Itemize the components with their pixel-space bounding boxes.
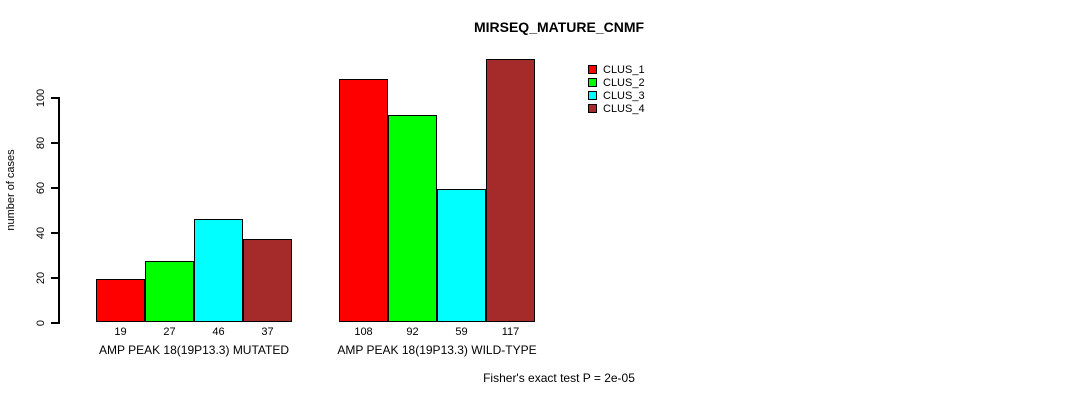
fisher-test-annotation: Fisher's exact test P = 2e-05	[483, 371, 635, 385]
bar-value-label: 108	[354, 326, 373, 338]
y-axis-tick-label: 0	[35, 319, 47, 327]
y-axis-tick	[51, 322, 58, 324]
y-axis-tick-label: 20	[35, 271, 47, 285]
legend-label: CLUS_4	[603, 102, 645, 115]
y-axis-tick	[51, 97, 58, 99]
legend-swatch-clus_2	[588, 78, 597, 87]
y-axis-tick-label: 40	[35, 226, 47, 240]
legend-label: CLUS_2	[603, 76, 645, 89]
bar-clus_4-group2	[486, 58, 535, 322]
legend-row-clus_1: CLUS_1	[588, 63, 645, 76]
legend-label: CLUS_1	[603, 63, 645, 76]
bar-value-label: 27	[163, 326, 176, 338]
chart-title: MIRSEQ_MATURE_CNMF	[473, 19, 645, 35]
legend: CLUS_1 CLUS_2 CLUS_3 CLUS_4	[588, 63, 645, 115]
bar-clus_1-group2	[339, 79, 388, 322]
legend-label: CLUS_3	[603, 89, 645, 102]
bar-value-label: 19	[114, 326, 127, 338]
legend-row-clus_2: CLUS_2	[588, 76, 645, 89]
bar-value-label: 46	[212, 326, 225, 338]
legend-swatch-clus_4	[588, 104, 597, 113]
legend-row-clus_4: CLUS_4	[588, 102, 645, 115]
bar-value-label: 37	[261, 326, 274, 338]
group-label-2: AMP PEAK 18(19P13.3) WILD-TYPE	[337, 343, 537, 357]
y-axis-title: number of cases	[5, 149, 17, 231]
legend-row-clus_3: CLUS_3	[588, 89, 645, 102]
bar-clus_2-group2	[388, 115, 437, 322]
y-axis-tick	[51, 187, 58, 189]
legend-swatch-clus_1	[588, 65, 597, 74]
y-axis-tick-label: 100	[35, 88, 47, 108]
bar-value-label: 117	[501, 326, 520, 338]
bar-clus_2-group1	[145, 261, 194, 322]
bar-value-label: 59	[455, 326, 468, 338]
y-axis-tick-label: 80	[35, 136, 47, 150]
bar-value-label: 92	[406, 326, 419, 338]
y-axis-tick	[51, 232, 58, 234]
group-label-1: AMP PEAK 18(19P13.3) MUTATED	[98, 343, 290, 357]
y-axis-tick	[51, 277, 58, 279]
bar-clus_1-group1	[96, 279, 145, 322]
y-axis-tick	[51, 142, 58, 144]
y-axis-tick-label: 60	[35, 181, 47, 195]
bar-clus_3-group1	[194, 218, 243, 322]
y-axis-line	[58, 97, 60, 324]
legend-swatch-clus_3	[588, 91, 597, 100]
bar-clus_3-group2	[437, 189, 486, 322]
bar-clus_4-group1	[243, 238, 292, 322]
